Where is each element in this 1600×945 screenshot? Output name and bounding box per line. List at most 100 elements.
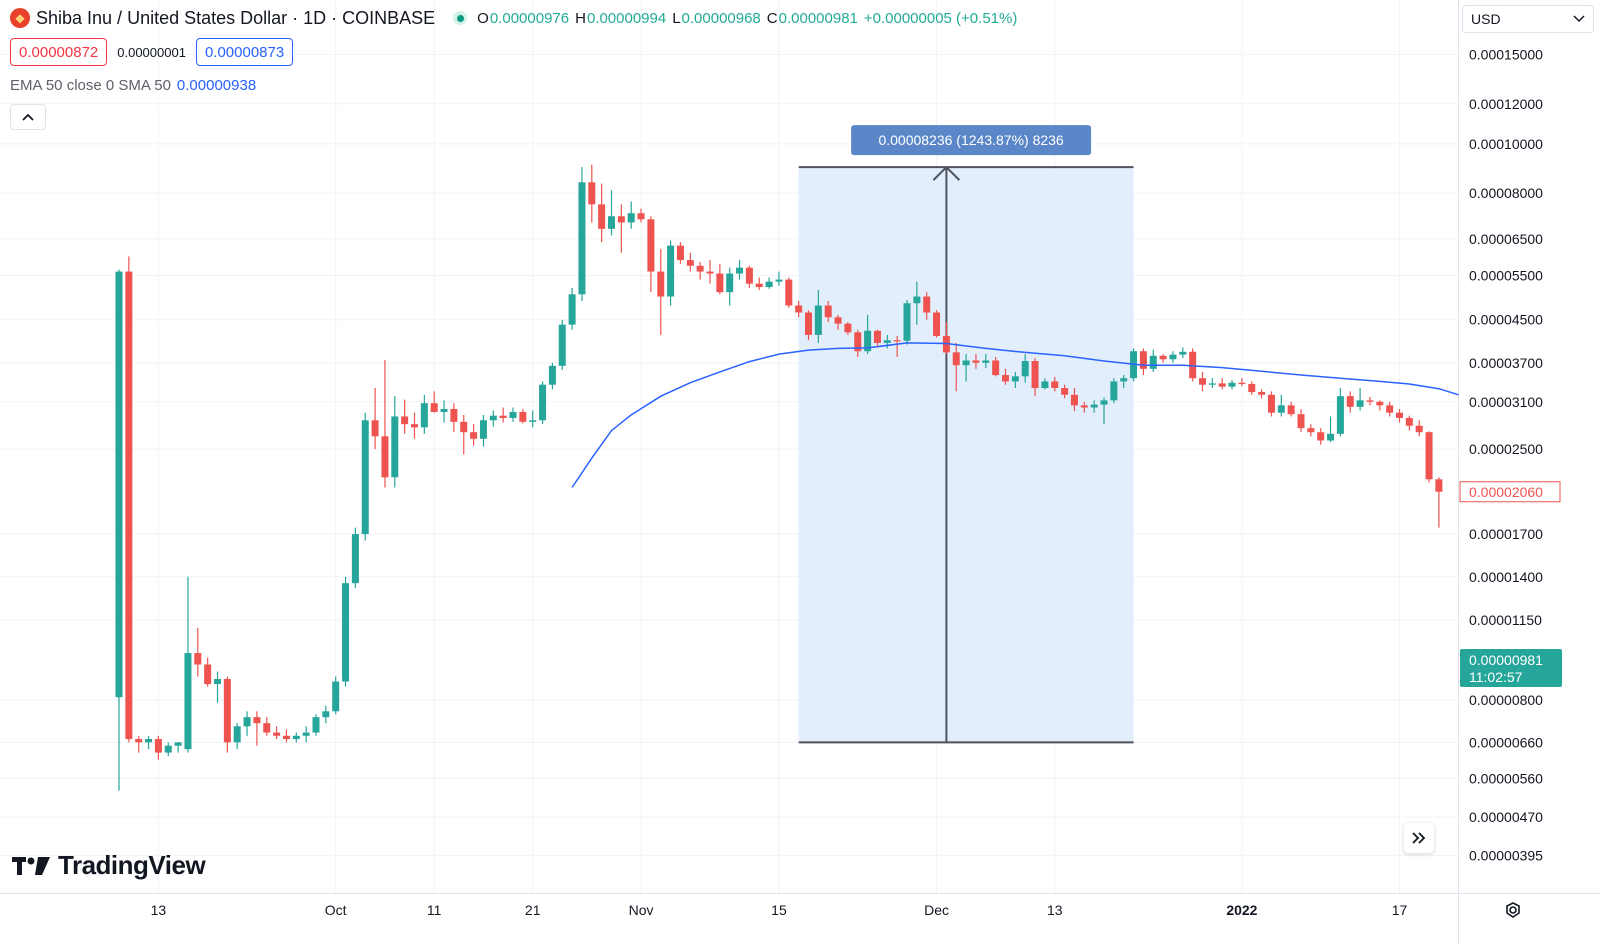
candle [1021, 354, 1029, 383]
candle [479, 414, 487, 447]
candle [824, 300, 832, 323]
candle-body [657, 271, 665, 297]
candle [1396, 408, 1403, 423]
candle-body [1336, 396, 1344, 434]
candle-body [1070, 394, 1078, 406]
candle [814, 290, 822, 343]
candle [1405, 415, 1413, 431]
price-tick-label: 0.00000560 [1469, 771, 1543, 787]
candle-body [627, 213, 635, 223]
candle [568, 287, 576, 330]
candle [529, 410, 537, 428]
candle-body [302, 732, 310, 736]
chevron-down-icon [1573, 15, 1585, 23]
sell-button[interactable]: 0.00000872 [10, 38, 108, 66]
candle [361, 412, 369, 541]
candle-body [1366, 400, 1374, 402]
candle [726, 267, 734, 306]
currency-select[interactable]: USD [1462, 5, 1594, 33]
candle-body [1248, 384, 1256, 393]
candle-body [588, 182, 596, 205]
indicator-legend[interactable]: EMA 50 close 0 SMA 50 0.00000938 [10, 77, 256, 94]
price-tick-label: 0.00003700 [1469, 355, 1543, 371]
candle-body [332, 681, 340, 712]
candle-body [1356, 400, 1364, 407]
candle-body [1169, 354, 1177, 360]
settings-gear-icon[interactable] [1500, 897, 1526, 923]
candle-body [755, 283, 763, 288]
candle-body [479, 420, 487, 439]
candle-body [1287, 405, 1295, 415]
candle-body [873, 330, 881, 343]
candle [982, 354, 990, 369]
candle-body [1139, 351, 1147, 369]
candle [164, 742, 172, 757]
market-status-icon[interactable] [453, 11, 468, 25]
candle [637, 208, 645, 223]
candle [1228, 380, 1236, 390]
candle [1179, 347, 1187, 359]
candle-body [696, 265, 704, 272]
candle [381, 359, 389, 488]
candle [578, 167, 586, 301]
tradingview-logo[interactable]: TradingView [12, 850, 206, 881]
candle-body [519, 411, 527, 422]
candle-body [154, 739, 162, 753]
candle-body [401, 416, 409, 425]
candle [1199, 371, 1206, 392]
candle [351, 527, 359, 589]
candle-body [1376, 401, 1384, 406]
candle-body [676, 245, 684, 261]
currency-value: USD [1471, 11, 1501, 27]
candle-body [775, 279, 783, 282]
candle [686, 252, 694, 272]
price-tick-label: 0.00002500 [1469, 441, 1543, 457]
candle-body [361, 420, 369, 535]
candle-body [489, 415, 497, 421]
candle-body [578, 182, 586, 295]
candle-body [273, 732, 281, 736]
candle [844, 322, 852, 335]
candle [1051, 376, 1059, 392]
candle-body [864, 330, 872, 352]
candle-body [1228, 382, 1236, 387]
candle-body [883, 340, 891, 343]
candle [1120, 375, 1128, 389]
candle-body [351, 534, 359, 584]
candle-body [1425, 432, 1433, 480]
candle [440, 400, 448, 423]
price-tick-label: 0.00001700 [1469, 526, 1543, 542]
candle [676, 242, 684, 264]
candle-body [667, 245, 675, 297]
candle [184, 576, 192, 753]
price-tick-label: 0.00004500 [1469, 312, 1543, 328]
candle [962, 354, 970, 382]
candle-body [903, 303, 911, 341]
price-tick-label: 0.00006500 [1469, 231, 1543, 247]
collapse-legend-button[interactable] [10, 104, 46, 130]
candle [1011, 371, 1019, 389]
scroll-to-realtime-button[interactable] [1404, 823, 1434, 853]
price-tick-label: 0.00000470 [1469, 809, 1543, 825]
candle-body [1396, 412, 1403, 418]
price-tick-label: 0.00003100 [1469, 394, 1543, 410]
candle-body [1100, 400, 1108, 405]
candle-body [893, 340, 901, 342]
candle-body [637, 213, 645, 220]
candle [1100, 397, 1108, 425]
symbol-title[interactable]: Shiba Inu / United States Dollar · 1D · … [36, 7, 436, 28]
candle [657, 249, 665, 335]
candle-body [785, 279, 793, 306]
last-price-badge: 0.00002060 [1459, 481, 1561, 503]
candle-body [844, 323, 852, 333]
candle-body [292, 735, 300, 740]
candle [282, 729, 290, 743]
candle [598, 183, 606, 243]
candle [1070, 388, 1078, 412]
trade-panel: 0.00000872 0.00000001 0.00000873 [10, 38, 294, 66]
candle [204, 657, 212, 687]
candle [1169, 351, 1177, 363]
buy-button[interactable]: 0.00000873 [195, 38, 294, 66]
time-tick-label: Nov [629, 902, 654, 918]
